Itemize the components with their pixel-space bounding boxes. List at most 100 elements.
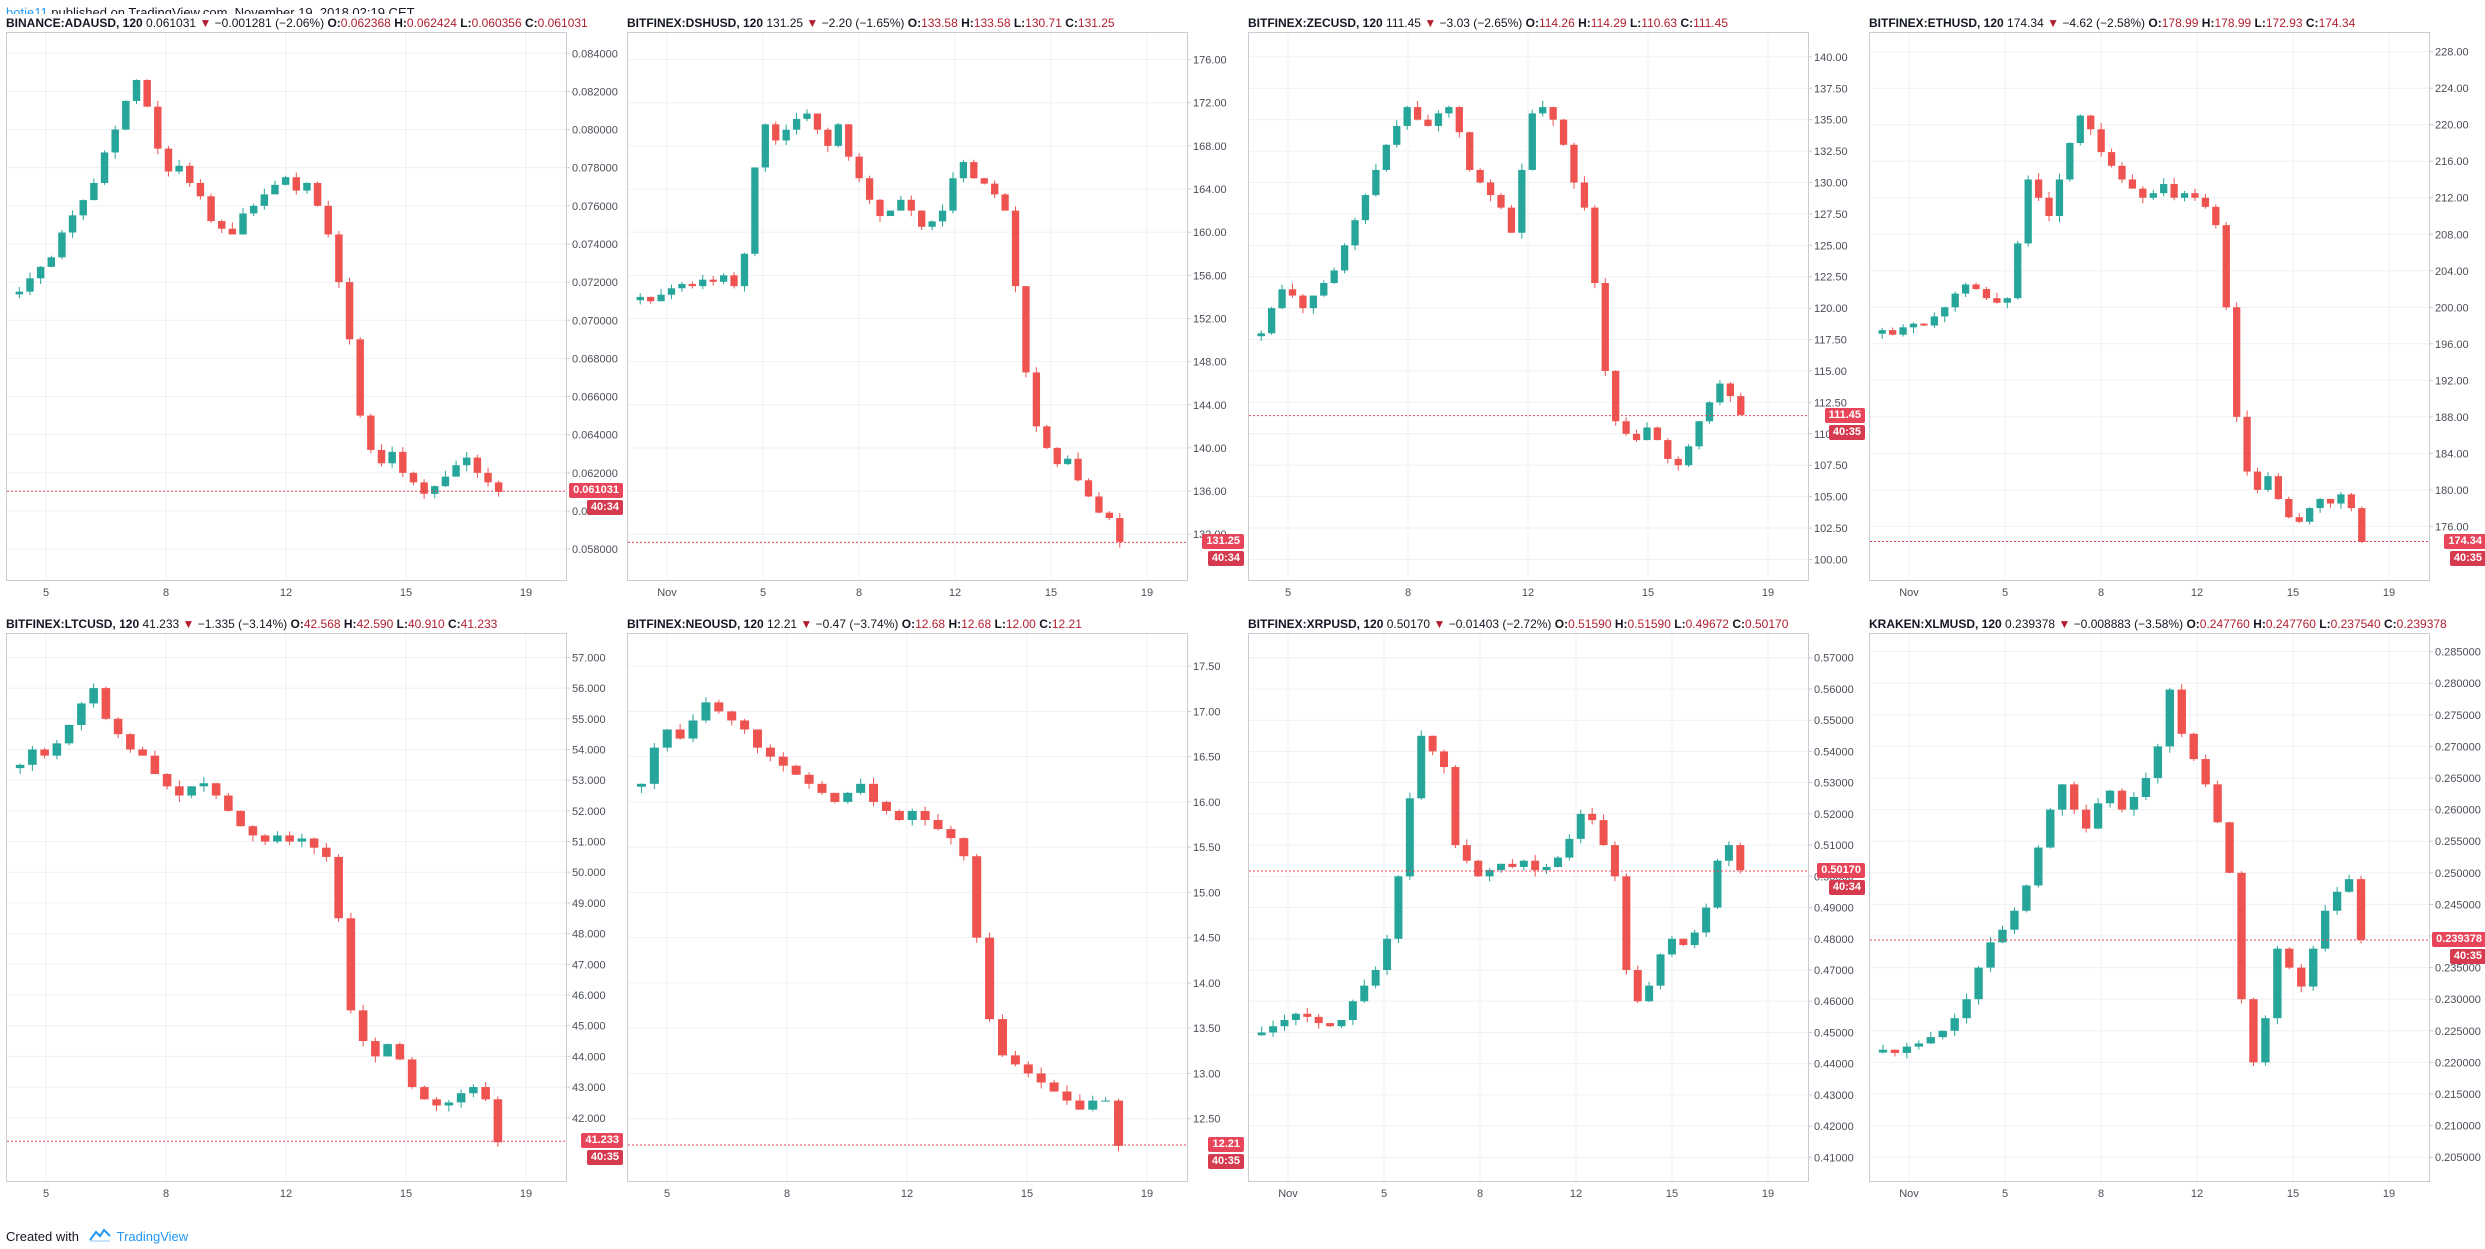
- candle-body: [1920, 323, 1928, 326]
- y-tick-label: 43.000: [572, 1082, 606, 1094]
- candle-body: [991, 183, 999, 195]
- low-value: 12.00: [1005, 617, 1036, 631]
- chart-panel[interactable]: BITFINEX:ZECUSD, 120 111.45 ▼ −3.03 (−2.…: [1248, 14, 1867, 614]
- last-price: 131.25: [766, 16, 804, 30]
- candle-body: [1622, 421, 1630, 434]
- chart-panel[interactable]: KRAKEN:XLMUSD, 120 0.239378 ▼ −0.008883 …: [1869, 615, 2485, 1215]
- y-tick-label: 200.00: [2435, 302, 2469, 314]
- candle-body: [791, 765, 801, 775]
- candle-body: [431, 486, 439, 494]
- bar-countdown-tag: 40:35: [2449, 948, 2485, 964]
- down-arrow-icon: ▼: [2047, 16, 2059, 30]
- chart-panel[interactable]: BINANCE:ADAUSD, 120 0.061031 ▼ −0.001281…: [6, 14, 625, 614]
- bar-countdown-tag: 40:35: [586, 1150, 623, 1166]
- tradingview-brand-link[interactable]: TradingView: [116, 1229, 189, 1244]
- candle-body: [1280, 1019, 1289, 1027]
- low-label: L:: [1674, 617, 1686, 631]
- last-price-tag: 111.45: [1824, 407, 1865, 423]
- candle-body: [239, 213, 247, 235]
- price-chart[interactable]: 176.00 172.00 168.00 164.00 160.00 156.00 152.…: [627, 32, 1246, 610]
- y-tick-label: 0.225000: [2435, 1026, 2481, 1038]
- price-chart[interactable]: 140.00 137.50 135.00 132.50 130.00 127.50 125.…: [1248, 32, 1867, 610]
- chart-panel[interactable]: BITFINEX:NEOUSD, 120 12.21 ▼ −0.47 (−3.7…: [627, 615, 1246, 1215]
- candle-body: [649, 747, 659, 784]
- chart-panel[interactable]: BITFINEX:LTCUSD, 120 41.233 ▼ −1.335 (−3…: [6, 615, 625, 1215]
- candle-body: [228, 228, 237, 235]
- open-label: O:: [901, 617, 916, 631]
- candle-body: [1497, 863, 1505, 871]
- close-value: 41.233: [460, 617, 498, 631]
- price-chart[interactable]: 0.084000 0.082000 0.080000 0.078000 0.076000…: [6, 32, 625, 610]
- change-value: −3.03 (−2.65%): [1439, 16, 1523, 30]
- close-value: 0.50170: [1745, 617, 1789, 631]
- x-tick-label: 8: [784, 1188, 790, 1200]
- price-chart[interactable]: 17.50 17.00 16.50 16.00 15.50 15.00 14.50 14.00…: [627, 633, 1246, 1211]
- candle-body: [271, 184, 279, 195]
- candle-body: [2309, 948, 2318, 987]
- y-tick-label: 164.00: [1193, 184, 1227, 196]
- symbol-label[interactable]: KRAKEN:XLMUSD, 120: [1869, 617, 2002, 631]
- symbol-label[interactable]: BINANCE:ADAUSD, 120: [6, 16, 143, 30]
- down-arrow-icon: ▼: [182, 617, 195, 631]
- low-label: L:: [2254, 16, 2266, 30]
- candle-body: [1531, 860, 1540, 871]
- candle-body: [1508, 863, 1517, 867]
- high-value: 0.51590: [1627, 617, 1671, 631]
- candle-body: [1736, 845, 1745, 871]
- last-price: 41.233: [142, 617, 180, 631]
- panel-header: BITFINEX:ZECUSD, 120 111.45 ▼ −3.03 (−2.…: [1248, 14, 1728, 32]
- chart-panel[interactable]: BITFINEX:XRPUSD, 120 0.50170 ▼ −0.01403 …: [1248, 615, 1867, 1215]
- change-value: −4.62 (−2.58%): [2062, 16, 2146, 30]
- candle-body: [2014, 243, 2022, 299]
- candle-body: [1462, 845, 1471, 861]
- price-chart[interactable]: 228.00 224.00 220.00 216.00 212.00 208.00 204.…: [1869, 32, 2485, 610]
- candle-body: [2149, 193, 2157, 198]
- candle-body: [1291, 1013, 1300, 1020]
- low-value: 40.910: [407, 617, 445, 631]
- price-chart[interactable]: 0.285000 0.280000 0.275000 0.270000 0.265000…: [1869, 633, 2485, 1211]
- price-chart[interactable]: 57.000 56.000 55.000 54.000 53.000 52.000 51.0…: [6, 633, 625, 1211]
- chart-panel[interactable]: BITFINEX:DSHUSD, 120 131.25 ▼ −2.20 (−1.…: [627, 14, 1246, 614]
- candle-body: [1101, 1100, 1111, 1102]
- candle-body: [907, 810, 917, 821]
- symbol-label[interactable]: BITFINEX:ETHUSD, 120: [1869, 16, 2004, 30]
- candle-body: [1591, 207, 1599, 284]
- symbol-label[interactable]: BITFINEX:XRPUSD, 120: [1248, 617, 1384, 631]
- symbol-label[interactable]: BITFINEX:LTCUSD, 120: [6, 617, 140, 631]
- candle-body: [281, 177, 290, 185]
- candle-body: [1074, 458, 1082, 481]
- y-tick-label: 120.00: [1814, 303, 1848, 315]
- y-tick-label: 0.074000: [572, 239, 618, 251]
- candle-body: [2160, 184, 2168, 194]
- candle-body: [1643, 427, 1651, 441]
- symbol-label[interactable]: BITFINEX:DSHUSD, 120: [627, 16, 764, 30]
- candle-body: [2105, 790, 2115, 804]
- symbol-label[interactable]: BITFINEX:NEOUSD, 120: [627, 617, 764, 631]
- candle-body: [1394, 876, 1403, 939]
- y-tick-label: 13.50: [1193, 1023, 1221, 1035]
- candle-body: [2034, 179, 2043, 198]
- candle-body: [236, 810, 245, 827]
- candle-body: [199, 783, 209, 787]
- candle-body: [1340, 245, 1349, 271]
- plot-area[interactable]: [1869, 633, 2430, 1182]
- last-price-tag: 0.239378: [2432, 931, 2485, 947]
- candle-body: [187, 786, 196, 796]
- candle-body: [309, 838, 319, 848]
- price-chart[interactable]: 0.57000 0.56000 0.55000 0.54000 0.53000 0.520…: [1248, 633, 1867, 1211]
- chart-panel[interactable]: BITFINEX:ETHUSD, 120 174.34 ▼ −4.62 (−2.…: [1869, 14, 2485, 614]
- y-tick-label: 122.50: [1814, 272, 1848, 284]
- candle-body: [367, 415, 375, 450]
- candle-body: [2076, 115, 2084, 143]
- candle-body: [2212, 206, 2220, 226]
- candle-body: [2141, 778, 2151, 797]
- y-tick-label: 0.250000: [2435, 868, 2481, 880]
- candle-body: [113, 718, 123, 735]
- close-value: 111.45: [1693, 16, 1729, 30]
- plot-area[interactable]: [1869, 32, 2430, 581]
- candle-body: [1413, 107, 1422, 120]
- candle-body: [920, 810, 930, 821]
- symbol-label[interactable]: BITFINEX:ZECUSD, 120: [1248, 16, 1383, 30]
- plot-area[interactable]: [627, 32, 1188, 581]
- candle-body: [77, 703, 86, 725]
